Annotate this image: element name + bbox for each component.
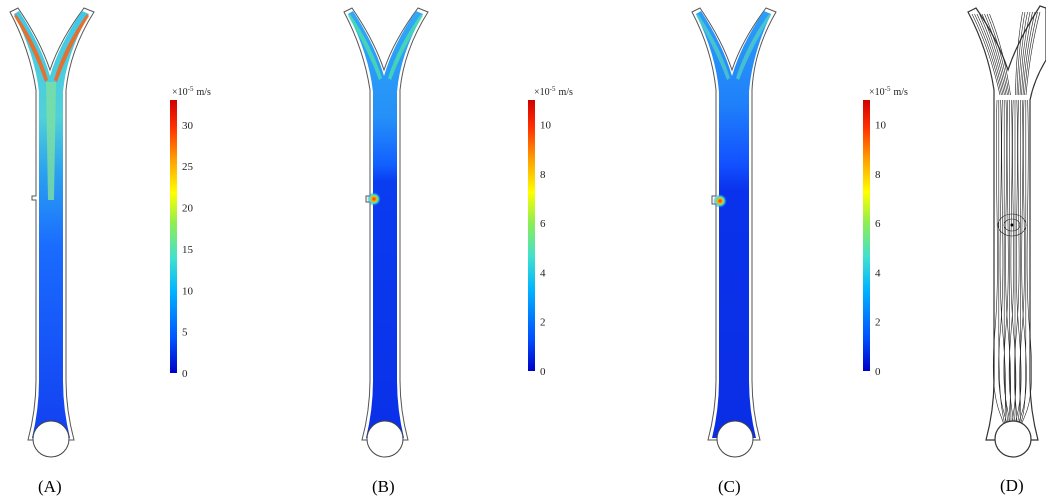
streamline: [1005, 99, 1011, 426]
streamline: [1020, 99, 1032, 426]
vortex-center: [1010, 223, 1014, 227]
colorbar-tick-label: 0: [182, 368, 188, 380]
streamline: [1008, 99, 1015, 426]
panel-a: ×10-5 m/s 0 5 10 15 20 25 30 (A): [9, 7, 211, 496]
colorbar-tick-label: 4: [875, 267, 881, 279]
jet-left-b: [348, 14, 382, 80]
vortex-outer: [997, 213, 1027, 237]
streamline: [1016, 100, 1021, 426]
colorbar-tick-label: 15: [182, 244, 194, 256]
streamline: [999, 99, 1007, 426]
velocity-field-a: [14, 11, 89, 438]
colorbar-c: [863, 100, 870, 371]
streamline: [1025, 11, 1041, 96]
panel-label-c: (C): [718, 477, 741, 496]
panel-d: (D): [967, 5, 1046, 495]
colorbar-unit-a: ×10-5 m/s: [172, 85, 211, 98]
colorbar-a: [170, 100, 177, 373]
panel-b: ×10-5 m/s 0 2 4 6 8 10 (B): [343, 7, 573, 496]
velocity-field-b: [348, 11, 423, 438]
jet-left-c: [696, 14, 730, 80]
streamline: [1003, 99, 1011, 426]
streamline: [998, 99, 1006, 426]
colorbar-tick-label: 10: [540, 120, 552, 132]
streamline: [1018, 11, 1028, 96]
colorbar-tick-label: 5: [182, 327, 188, 339]
streamline: [1014, 99, 1022, 426]
streamline: [992, 99, 1005, 426]
colorbar-tick-label: 20: [182, 203, 194, 215]
vortex-mid: [1003, 218, 1021, 232]
outlet-circle-c: [716, 420, 754, 458]
streamline: [979, 13, 1005, 96]
outlet-circle-b: [366, 420, 404, 458]
streamline: [998, 99, 1008, 426]
streamline: [984, 13, 1008, 96]
velocity-field-c: [696, 11, 771, 438]
streamline: [971, 13, 1001, 96]
panel-label-b: (B): [372, 477, 395, 496]
streamline: [1017, 99, 1027, 426]
colorbar-tick-label: 30: [182, 120, 194, 132]
streamline: [974, 13, 1002, 96]
colorbar-tick-label: 0: [540, 366, 546, 378]
streamline: [1013, 99, 1016, 426]
streamline: [1016, 11, 1026, 96]
inlet-hotspot-c: [713, 194, 727, 208]
streamline: [1018, 99, 1025, 426]
colorbar-tick-label: 4: [540, 267, 546, 279]
colorbar-tick-label: 25: [182, 161, 194, 173]
streamline: [1019, 11, 1031, 96]
outlet-circle-a: [32, 420, 70, 458]
colorbar-tick-label: 2: [540, 317, 546, 329]
colorbar-tick-label: 6: [540, 218, 546, 230]
streamline: [1003, 100, 1009, 426]
jet-right-a: [54, 14, 89, 82]
streamlines: [971, 11, 1041, 426]
colorbar-tick-label: 10: [875, 120, 887, 132]
streamline: [989, 13, 1011, 96]
panel-label-a: (A): [38, 477, 62, 496]
streamline: [1021, 11, 1033, 96]
colorbar-tick-label: 8: [540, 169, 546, 181]
colorbar-ticks-b: 0 2 4 6 8 10: [540, 120, 552, 378]
colorbar-tick-label: 8: [875, 169, 881, 181]
streamline: [1010, 99, 1017, 426]
colorbar-tick-label: 10: [182, 285, 194, 297]
streamline: [976, 13, 1004, 96]
channel-outline-d: [967, 5, 1046, 441]
colorbar-ticks-a: 0 5 10 15 20 25 30: [182, 120, 194, 380]
streamline: [1009, 99, 1012, 426]
colorbar-tick-label: 6: [875, 218, 881, 230]
colorbar-b: [528, 100, 535, 371]
inlet-hotspot-b: [367, 192, 381, 206]
panel-c: ×10-5 m/s 0 2 4 6 8 10 (C): [691, 7, 908, 496]
streamline: [1022, 11, 1036, 96]
colorbar-tick-label: 0: [875, 366, 881, 378]
streamline: [981, 13, 1007, 96]
colorbar-tick-label: 2: [875, 317, 881, 329]
panel-label-d: (D): [1000, 476, 1024, 495]
jet-right-b: [388, 14, 423, 80]
colorbar-unit-c: ×10-5 m/s: [869, 85, 908, 98]
streamline: [1014, 99, 1020, 426]
streamline: [986, 13, 1010, 96]
streamline: [1024, 11, 1038, 96]
outlet-circle-d: [994, 420, 1032, 458]
jet-left-a: [14, 14, 48, 82]
colorbar-unit-b: ×10-5 m/s: [534, 85, 573, 98]
streamline: [1015, 11, 1023, 96]
colorbar-ticks-c: 0 2 4 6 8 10: [875, 120, 887, 378]
streamline: [1019, 100, 1027, 426]
jet-right-c: [736, 14, 771, 80]
jet-core-a: [46, 82, 56, 200]
